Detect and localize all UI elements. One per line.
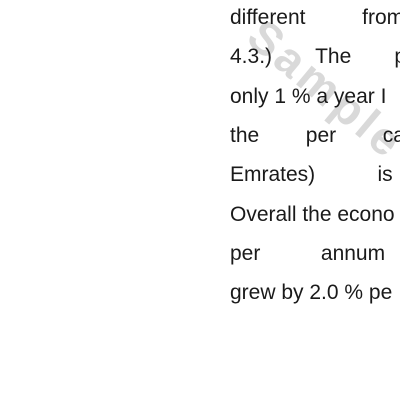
line-word: The — [315, 45, 352, 68]
text-line: only 1 % a year I — [230, 82, 386, 112]
text-line: grew by 2.0 % pe — [230, 278, 392, 308]
text-line: Emrates)is174 — [230, 160, 400, 190]
line-word: per — [305, 124, 337, 147]
line-word: only 1 % a year I — [230, 85, 387, 108]
text-line: differentfromthe — [230, 3, 400, 33]
text-line: thepercapitai — [230, 121, 400, 151]
line-word: capita — [382, 124, 400, 147]
line-word: different — [230, 6, 306, 29]
text-line: Overall the econo — [230, 200, 395, 230]
line-word: per — [230, 242, 261, 265]
line-word: the — [230, 124, 260, 147]
line-word: from — [362, 6, 400, 29]
line-word: annum — [320, 242, 386, 265]
line-word: 4.3.) — [230, 45, 273, 68]
text-line: 4.3.)Theperca — [230, 42, 400, 72]
line-word: grew by 2.0 % pe — [230, 281, 393, 304]
line-word: is — [377, 163, 393, 186]
line-word: Overall the econo — [230, 203, 395, 226]
line-word: Emrates) — [230, 163, 316, 186]
line-word: per — [394, 42, 400, 72]
text-line: perannumbetw — [230, 239, 400, 269]
